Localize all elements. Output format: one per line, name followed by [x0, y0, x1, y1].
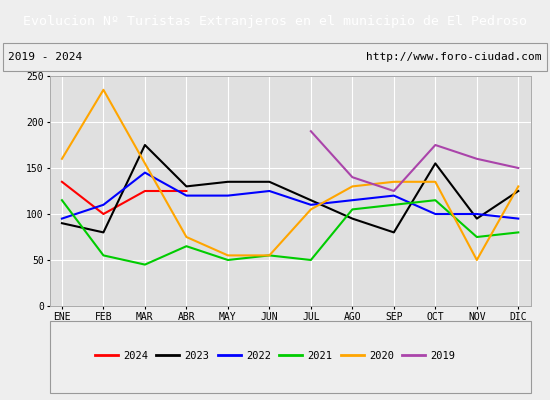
Legend: 2024, 2023, 2022, 2021, 2020, 2019: 2024, 2023, 2022, 2021, 2020, 2019 — [91, 347, 459, 365]
Text: Evolucion Nº Turistas Extranjeros en el municipio de El Pedroso: Evolucion Nº Turistas Extranjeros en el … — [23, 14, 527, 28]
Text: http://www.foro-ciudad.com: http://www.foro-ciudad.com — [366, 52, 542, 62]
Bar — [50, 321, 531, 393]
Text: 2019 - 2024: 2019 - 2024 — [8, 52, 82, 62]
